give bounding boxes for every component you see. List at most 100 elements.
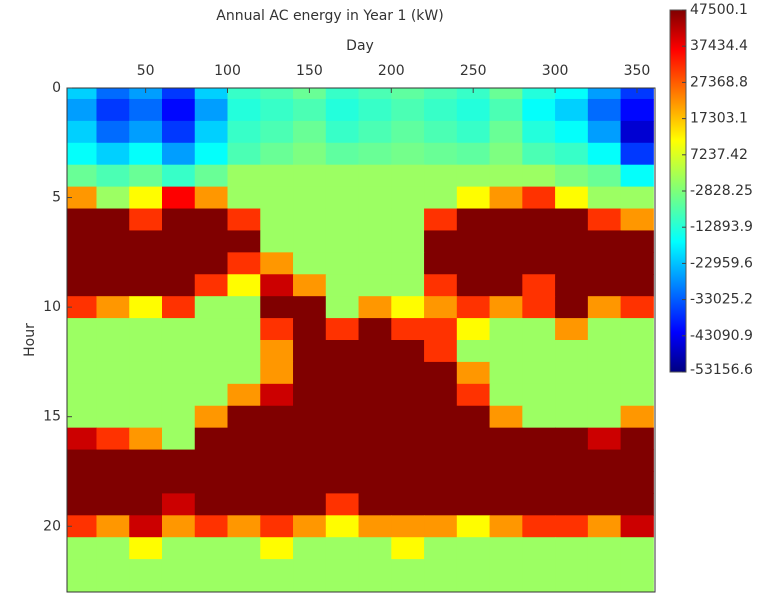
heatmap-cell	[96, 427, 130, 451]
heatmap-cell	[129, 186, 163, 210]
heatmap-cell	[391, 340, 425, 363]
colorbar-tick-label: -53156.6	[690, 362, 753, 378]
heatmap-cell	[456, 208, 491, 231]
heatmap-cell	[456, 581, 491, 592]
heatmap-cell	[325, 252, 360, 275]
heatmap-cell	[293, 493, 327, 516]
heatmap-cell	[358, 296, 392, 319]
heatmap-cell	[161, 208, 196, 231]
heatmap-cell	[194, 537, 229, 560]
heatmap-cell	[391, 318, 425, 341]
heatmap-cell	[456, 296, 491, 319]
heatmap-cell	[227, 252, 261, 275]
heatmap-cell	[456, 186, 491, 210]
heatmap-cell	[129, 142, 163, 166]
heatmap-cell	[555, 581, 589, 592]
heatmap-cell	[96, 208, 130, 231]
heatmap-cell	[129, 164, 163, 188]
heatmap-cell	[260, 186, 294, 210]
colorbar-tick-label: -43090.9	[690, 328, 753, 344]
heatmap-cell	[456, 274, 491, 297]
heatmap-cell	[161, 252, 196, 275]
heatmap-cell	[293, 340, 327, 363]
colorbar-tick-label: -33025.2	[690, 292, 753, 308]
heatmap-cell	[424, 449, 458, 472]
heatmap-cell	[67, 559, 97, 582]
heatmap-cell	[161, 515, 196, 538]
heatmap-cell	[227, 515, 261, 538]
heatmap-cell	[555, 318, 589, 341]
heatmap-cell	[424, 515, 458, 538]
heatmap-cell	[522, 186, 556, 210]
heatmap-cell	[161, 98, 196, 122]
heatmap-cell	[325, 581, 360, 592]
heatmap-cell	[67, 581, 97, 592]
heatmap-cell	[161, 230, 196, 253]
heatmap-cell	[325, 186, 360, 210]
heatmap-cell	[260, 515, 294, 538]
heatmap-cell	[293, 361, 327, 385]
heatmap-cell	[260, 361, 294, 385]
heatmap-cell	[227, 383, 261, 407]
heatmap-cell	[587, 427, 622, 451]
heatmap-cell	[325, 449, 360, 472]
heatmap-cell	[96, 252, 130, 275]
heatmap-cell	[391, 230, 425, 253]
heatmap-cell	[260, 252, 294, 275]
heatmap-cell	[424, 208, 458, 231]
heatmap-cell	[522, 318, 556, 341]
heatmap-cell	[489, 449, 523, 472]
heatmap-cell	[227, 340, 261, 363]
heatmap-cell	[67, 471, 97, 494]
heatmap-cell	[620, 559, 654, 582]
heatmap-cell	[129, 581, 163, 592]
heatmap-cell	[325, 230, 360, 253]
heatmap-cell	[620, 186, 654, 210]
heatmap-cell	[358, 427, 392, 451]
heatmap-cell	[424, 581, 458, 592]
heatmap-cell	[227, 449, 261, 472]
heatmap-cell	[194, 559, 229, 582]
heatmap-cell	[293, 318, 327, 341]
heatmap-cell	[391, 274, 425, 297]
heatmap-cell	[456, 88, 491, 100]
heatmap-cell	[260, 120, 294, 144]
heatmap-cell	[129, 471, 163, 494]
heatmap-cell	[260, 318, 294, 341]
heatmap-cell	[129, 296, 163, 319]
heatmap-cell	[194, 405, 229, 429]
heatmap-cell	[129, 230, 163, 253]
heatmap-cell	[293, 186, 327, 210]
heatmap-cell	[325, 361, 360, 385]
heatmap-cell	[293, 230, 327, 253]
heatmap-cell	[391, 427, 425, 451]
heatmap-cell	[391, 88, 425, 100]
heatmap-cell	[67, 340, 97, 363]
heatmap-cell	[358, 537, 392, 560]
heatmap-cell	[424, 142, 458, 166]
heatmap-cell	[96, 296, 130, 319]
heatmap-cell	[96, 230, 130, 253]
heatmap-cell	[424, 340, 458, 363]
heatmap-cell	[293, 164, 327, 188]
heatmap-cell	[194, 88, 229, 100]
heatmap-cell	[96, 142, 130, 166]
heatmap-cell	[67, 230, 97, 253]
heatmap-cell	[555, 537, 589, 560]
heatmap-cell	[555, 142, 589, 166]
heatmap-cell	[555, 88, 589, 100]
heatmap-cell	[522, 120, 556, 144]
heatmap-cell	[424, 164, 458, 188]
heatmap-cell	[96, 318, 130, 341]
heatmap-cell	[358, 252, 392, 275]
heatmap-cell	[358, 274, 392, 297]
heatmap-cell	[227, 537, 261, 560]
heatmap-cell	[129, 405, 163, 429]
heatmap-cell	[358, 340, 392, 363]
colorbar-tick-label: 17303.1	[690, 111, 748, 127]
heatmap-cell	[129, 98, 163, 122]
heatmap-cell	[555, 427, 589, 451]
heatmap-cell	[260, 142, 294, 166]
heatmap-cell	[129, 252, 163, 275]
heatmap-cell	[456, 559, 491, 582]
